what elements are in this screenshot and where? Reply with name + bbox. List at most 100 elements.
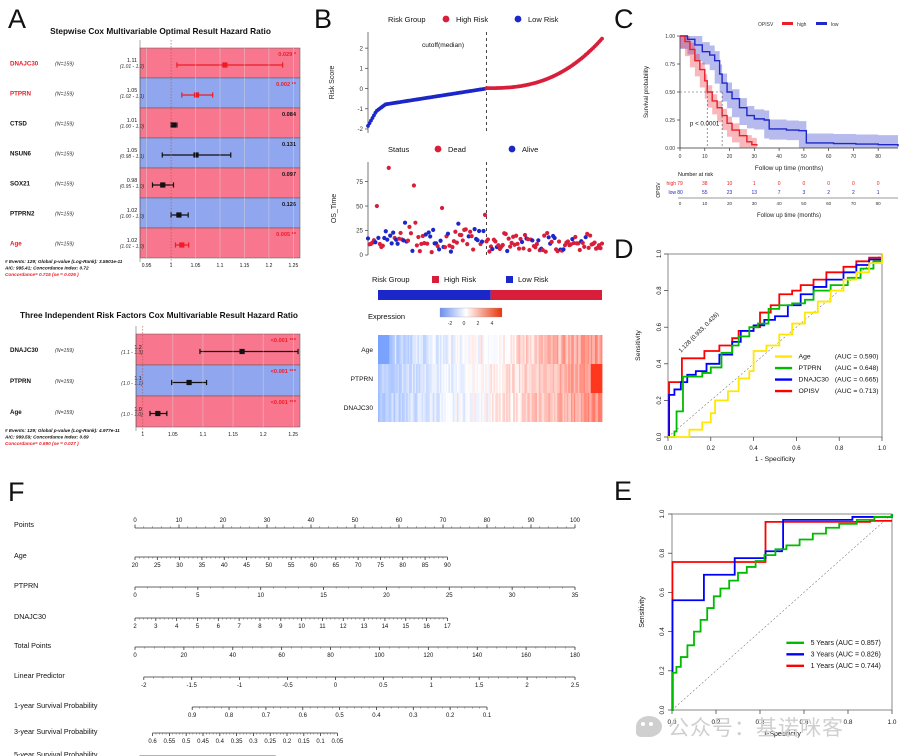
svg-text:23: 23 xyxy=(727,190,733,196)
svg-text:Expression: Expression xyxy=(368,312,405,321)
svg-text:2: 2 xyxy=(133,624,137,630)
svg-text:0.05: 0.05 xyxy=(332,739,344,745)
svg-text:10: 10 xyxy=(257,593,264,599)
svg-text:75: 75 xyxy=(377,563,384,569)
svg-text:1.05: 1.05 xyxy=(127,88,138,94)
svg-text:AIC: 995.41; Concordance Index: AIC: 995.41; Concordance Index: 0.72 xyxy=(4,266,89,271)
svg-text:160: 160 xyxy=(521,653,532,659)
svg-text:0.98: 0.98 xyxy=(127,178,138,184)
svg-text:(1.0 - 1.1): (1.0 - 1.1) xyxy=(121,381,143,387)
svg-text:(N=159): (N=159) xyxy=(55,212,74,218)
svg-text:0.0: 0.0 xyxy=(664,446,673,452)
svg-text:20: 20 xyxy=(181,653,188,659)
svg-text:2: 2 xyxy=(525,683,529,689)
svg-text:Dead: Dead xyxy=(448,145,466,154)
svg-text:<0.001 ***: <0.001 *** xyxy=(271,369,297,375)
svg-text:Concordance= 0.715 (se = 0.02: Concordance= 0.715 (se = 0.026 ) xyxy=(5,272,79,277)
svg-text:1.25: 1.25 xyxy=(288,432,298,438)
svg-text:75: 75 xyxy=(356,179,363,186)
svg-text:Number at risk: Number at risk xyxy=(678,172,713,178)
svg-text:(1.01 - 1.0): (1.01 - 1.0) xyxy=(120,244,145,250)
svg-text:6: 6 xyxy=(217,624,221,630)
roc-curve-markers: 0.0 0.2 0.4 0.6 0.8 1.0 0.0 0.2 0.4 0.6 0.8 1.0 1 - … xyxy=(635,249,887,463)
svg-text:-2: -2 xyxy=(448,321,453,327)
svg-text:70: 70 xyxy=(851,154,857,160)
svg-text:1.2: 1.2 xyxy=(265,263,272,269)
svg-text:0: 0 xyxy=(360,252,364,259)
svg-text:Age: Age xyxy=(10,241,22,248)
svg-text:0: 0 xyxy=(133,593,137,599)
svg-text:4: 4 xyxy=(175,624,179,630)
svg-text:0.7: 0.7 xyxy=(262,713,271,719)
svg-text:0.2: 0.2 xyxy=(446,713,455,719)
svg-text:10: 10 xyxy=(298,624,305,630)
svg-text:0.4: 0.4 xyxy=(216,739,225,745)
svg-text:(N=159): (N=159) xyxy=(55,379,74,385)
svg-text:0: 0 xyxy=(679,201,682,206)
svg-text:4: 4 xyxy=(491,321,494,327)
svg-text:(N=159): (N=159) xyxy=(55,182,74,188)
svg-text:-0.5: -0.5 xyxy=(282,683,293,689)
svg-text:(N=159): (N=159) xyxy=(55,242,74,248)
svg-text:1 - Specificity: 1 - Specificity xyxy=(755,456,796,463)
svg-text:<0.001 ***: <0.001 *** xyxy=(271,400,297,406)
svg-text:80: 80 xyxy=(677,190,683,196)
svg-text:Follow up time (months): Follow up time (months) xyxy=(755,165,823,172)
svg-text:80: 80 xyxy=(876,201,882,206)
svg-text:DNAJC30: DNAJC30 xyxy=(10,61,39,68)
svg-text:-1.5: -1.5 xyxy=(187,683,198,689)
svg-text:low: low xyxy=(831,22,839,28)
svg-text:79: 79 xyxy=(677,181,683,187)
svg-text:1-Specificity: 1-Specificity xyxy=(763,731,801,738)
svg-text:(AUC = 0.713): (AUC = 0.713) xyxy=(835,388,879,395)
svg-text:0.084: 0.084 xyxy=(282,112,297,118)
svg-text:AIC: 999.59; Concordance Index: AIC: 999.59; Concordance Index: 0.69 xyxy=(4,435,89,440)
svg-text:SOX21: SOX21 xyxy=(10,181,31,188)
svg-text:1.5: 1.5 xyxy=(475,683,484,689)
svg-text:0.002 **: 0.002 ** xyxy=(276,82,297,88)
svg-text:1: 1 xyxy=(430,683,434,689)
svg-text:1.02: 1.02 xyxy=(127,238,138,244)
svg-text:cutoff(median): cutoff(median) xyxy=(422,42,464,49)
svg-text:55: 55 xyxy=(288,563,295,569)
svg-text:OS_Time: OS_Time xyxy=(331,194,338,223)
svg-text:High Risk: High Risk xyxy=(456,15,488,24)
svg-text:0.45: 0.45 xyxy=(197,739,209,745)
svg-text:0.005 **: 0.005 ** xyxy=(276,232,297,238)
panel-d: D 0.0 0.2 0.4 0.6 0.8 1.0 0.0 0.2 0.4 0.6 0.8 1.0 1 … xyxy=(610,232,909,477)
svg-text:1.0: 1.0 xyxy=(657,249,663,258)
svg-text:12: 12 xyxy=(340,624,347,630)
svg-text:0.6: 0.6 xyxy=(299,713,308,719)
svg-text:(N=159): (N=159) xyxy=(55,62,74,68)
svg-text:30: 30 xyxy=(752,201,758,206)
panel-f: F Points 0 10 20 30 40 50 60 70 80 90 100 Age 20 25 30 3… xyxy=(0,475,600,756)
svg-text:65: 65 xyxy=(332,563,339,569)
svg-text:0.4: 0.4 xyxy=(372,713,381,719)
svg-text:Low Risk: Low Risk xyxy=(518,275,549,284)
panel-e: E 0.0 0.2 0.4 0.6 0.8 1.0 0.0 0.2 0.4 0.6 0.8 1.0 1-… xyxy=(600,472,909,756)
svg-text:0.75: 0.75 xyxy=(665,62,675,68)
svg-text:0.0: 0.0 xyxy=(657,432,663,441)
svg-text:3: 3 xyxy=(154,624,158,630)
svg-text:20: 20 xyxy=(132,563,139,569)
svg-text:Alive: Alive xyxy=(522,145,538,154)
svg-text:0.0: 0.0 xyxy=(659,705,666,714)
svg-text:80: 80 xyxy=(484,518,491,524)
svg-text:2: 2 xyxy=(827,190,830,196)
svg-text:1.0: 1.0 xyxy=(888,719,897,726)
svg-text:35: 35 xyxy=(572,593,579,599)
svg-text:0.2: 0.2 xyxy=(659,666,666,675)
svg-text:Age: Age xyxy=(10,409,22,416)
svg-text:0.8: 0.8 xyxy=(657,286,663,295)
svg-text:11: 11 xyxy=(319,624,326,630)
panel-c-label: C xyxy=(614,4,634,34)
svg-text:80: 80 xyxy=(327,653,334,659)
svg-text:2: 2 xyxy=(360,45,364,52)
svg-text:-1: -1 xyxy=(357,106,363,113)
svg-text:0.00: 0.00 xyxy=(665,146,675,152)
panel-d-label: D xyxy=(614,234,634,264)
svg-text:Age: Age xyxy=(361,347,373,354)
svg-text:100: 100 xyxy=(374,653,385,659)
forest-top-title: Stepwise Cox Multivariable Optimal Resul… xyxy=(50,26,271,36)
svg-text:60: 60 xyxy=(826,154,832,160)
